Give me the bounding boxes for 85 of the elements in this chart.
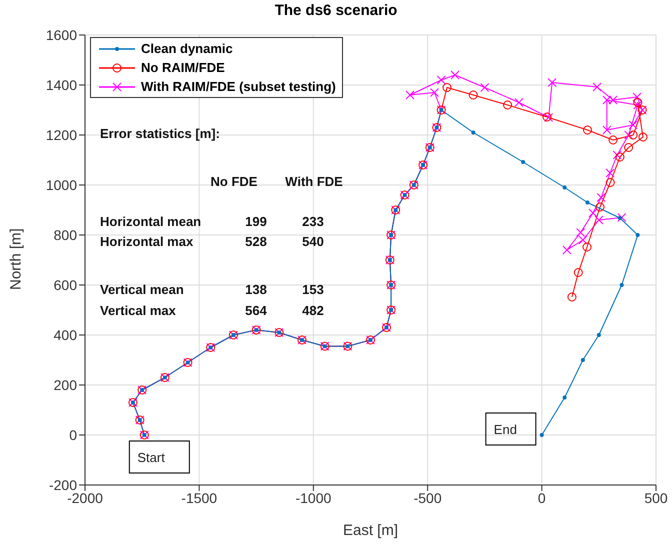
annotation: 138	[245, 282, 267, 297]
point	[620, 283, 624, 287]
y-tick-label: 800	[54, 226, 78, 243]
y-tick-label: 1200	[46, 126, 78, 143]
point	[514, 98, 524, 107]
y-tick-label: 400	[54, 326, 78, 343]
point	[562, 396, 567, 400]
point	[606, 168, 615, 178]
y-tick-label: 1000	[46, 176, 78, 193]
point	[450, 70, 460, 80]
legend-label: Clean dynamic	[141, 40, 233, 58]
point	[576, 228, 586, 237]
annotation: 540	[302, 234, 324, 249]
point	[562, 186, 567, 190]
point	[548, 78, 557, 87]
annotation: End	[494, 422, 517, 437]
x-axis-title: East [m]	[342, 522, 398, 539]
point	[606, 178, 615, 187]
point	[442, 83, 452, 92]
point	[596, 202, 605, 212]
x-tick-label: -500	[414, 490, 442, 506]
annotation: No FDE	[210, 174, 258, 189]
point	[628, 130, 638, 140]
point	[580, 358, 585, 362]
point	[636, 233, 640, 237]
legend-label: No RAIM/FDE	[141, 59, 225, 77]
point	[562, 246, 572, 254]
point	[596, 333, 601, 337]
point	[632, 92, 642, 102]
annotation: 199	[245, 214, 267, 229]
x-tick-label: -1500	[181, 490, 218, 506]
chart-title: The ds6 scenario	[274, 2, 398, 19]
annotation: Vertical max	[100, 303, 176, 318]
point	[592, 82, 602, 92]
point	[468, 90, 478, 100]
point	[503, 100, 512, 110]
point	[602, 126, 612, 134]
point	[430, 88, 439, 97]
annotation: With FDE	[284, 174, 344, 189]
annotation: Vertical mean	[100, 282, 184, 297]
point	[406, 90, 415, 100]
x-tick-label: 500	[644, 490, 668, 506]
point	[617, 213, 626, 222]
point	[540, 433, 544, 437]
point	[480, 83, 490, 92]
x-tick-label: 0	[538, 490, 546, 506]
annotation: 564	[245, 303, 267, 318]
point	[471, 130, 476, 134]
y-tick-label: 0	[69, 426, 78, 443]
annotation: Error statistics [m]:	[100, 126, 220, 141]
point	[633, 98, 642, 107]
y-tick-label: 600	[54, 276, 78, 293]
annotation: 528	[245, 234, 267, 249]
point	[574, 268, 583, 277]
annotation: Horizontal max	[100, 234, 194, 249]
annotation: 233	[302, 214, 324, 229]
point	[624, 130, 634, 140]
point	[608, 136, 618, 144]
y-tick-label: 1600	[46, 26, 78, 43]
y-axis-title: North [m]	[7, 228, 24, 290]
point	[596, 193, 606, 202]
point	[618, 216, 622, 220]
point	[615, 152, 624, 162]
annotation: Start	[137, 450, 166, 465]
point	[633, 100, 642, 110]
point	[582, 242, 592, 252]
point	[436, 76, 446, 84]
point	[582, 126, 592, 134]
point	[585, 200, 590, 204]
y-tick-label: 1400	[46, 76, 78, 93]
y-tick-label: 200	[54, 376, 78, 393]
point	[624, 143, 634, 152]
point	[588, 208, 598, 218]
annotation: Horizontal mean	[100, 214, 202, 229]
point	[594, 216, 604, 224]
point	[638, 132, 648, 142]
annotation: 153	[302, 282, 324, 297]
point	[612, 150, 622, 160]
annotation: 482	[302, 303, 324, 318]
x-tick-label: -1000	[295, 490, 332, 506]
legend-label: With RAIM/FDE (subset testing)	[141, 78, 336, 96]
point	[567, 292, 576, 302]
point	[628, 120, 638, 130]
point	[521, 160, 526, 164]
point	[578, 236, 588, 244]
